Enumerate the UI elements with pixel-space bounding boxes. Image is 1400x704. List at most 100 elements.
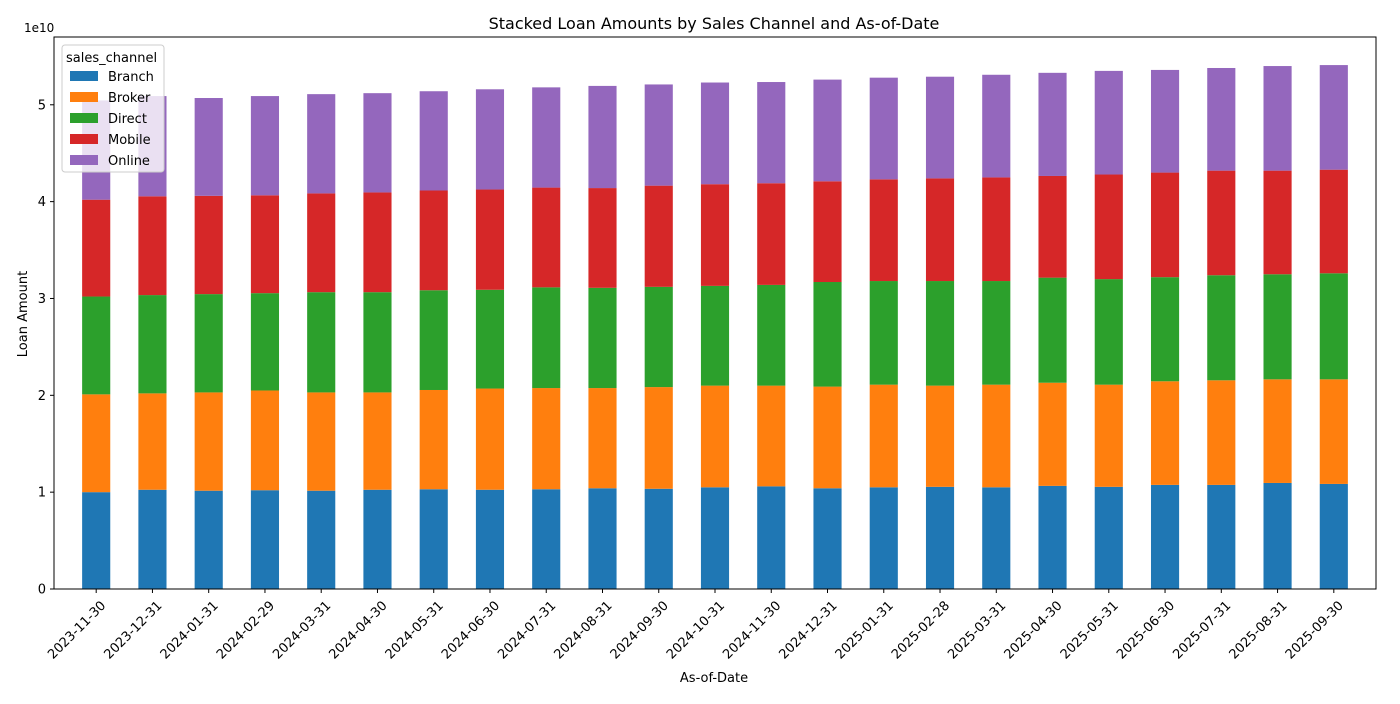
legend-label-direct: Direct [108, 112, 147, 127]
bar-segment-direct [1207, 275, 1236, 381]
legend-swatch-direct [70, 113, 98, 123]
bar-segment-mobile [419, 190, 448, 291]
bar-segment-branch [1263, 482, 1292, 589]
y-scale-label: 1e10 [24, 21, 54, 35]
bar-segment-branch [475, 489, 505, 589]
bar-segment-online [194, 98, 223, 196]
x-axis-label: As-of-Date [680, 671, 748, 686]
x-tick-label: 2024-01-31 [158, 598, 222, 662]
bar-segment-mobile [982, 177, 1011, 282]
bar-segment-direct [925, 281, 955, 386]
bar-segment-mobile [307, 193, 336, 293]
bar-segment-online [532, 87, 561, 188]
x-tick-label: 2025-04-30 [1002, 598, 1066, 662]
bar-segment-mobile [82, 199, 111, 297]
bar-segment-branch [700, 487, 730, 589]
bar-segment-mobile [644, 185, 673, 287]
bar-segment-broker [363, 392, 392, 490]
bar-segment-broker [419, 389, 448, 490]
y-tick-label: 2 [38, 389, 46, 404]
bar-segment-mobile [813, 181, 842, 283]
bar-segment-online [419, 91, 448, 191]
bar-segment-mobile [532, 187, 561, 288]
legend-label-online: Online [108, 154, 150, 169]
bar-segment-broker [307, 392, 336, 491]
x-tick-label: 2023-12-31 [101, 598, 165, 662]
bar-segment-online [757, 82, 786, 184]
y-tick-label: 0 [38, 583, 46, 598]
bar-segment-online [982, 74, 1011, 178]
x-tick-label: 2025-08-31 [1227, 598, 1291, 662]
x-tick-label: 2024-05-31 [383, 598, 447, 662]
legend: sales_channel Branch Broker Direct Mobile Onl… [61, 44, 165, 173]
bar-segment-branch [419, 489, 448, 589]
legend-title: sales_channel [66, 51, 157, 66]
legend-swatch-branch [70, 71, 98, 81]
bar-segment-mobile [1094, 174, 1123, 280]
bar-segment-broker [82, 394, 111, 493]
y-tick-label: 1 [38, 486, 46, 501]
bar-segment-direct [813, 282, 842, 387]
bar-segment-direct [1038, 277, 1067, 383]
x-tick-label: 2025-03-31 [945, 598, 1009, 662]
bar-segment-broker [1263, 379, 1292, 483]
x-tick-label: 2024-08-31 [552, 598, 616, 662]
legend-swatch-mobile [70, 134, 98, 144]
bar-segment-broker [588, 388, 617, 489]
bar-segment-broker [532, 388, 561, 490]
bar-segment-broker [1319, 379, 1348, 484]
bar-segment-direct [1319, 273, 1348, 380]
x-tick-label: 2025-06-30 [1114, 598, 1178, 662]
bar-segment-mobile [475, 189, 505, 290]
bar-segment-direct [194, 294, 223, 393]
bar-segment-online [1319, 65, 1348, 170]
bar-segment-online [700, 82, 730, 185]
bar-segment-mobile [250, 195, 280, 294]
bar-segment-branch [194, 490, 223, 589]
bar-segment-online [250, 96, 280, 196]
bar-segment-branch [363, 489, 392, 589]
bar-segment-broker [813, 386, 842, 489]
bar-segment-direct [363, 292, 392, 393]
x-tick-label: 2024-02-29 [214, 598, 278, 662]
bar-segment-broker [1038, 382, 1067, 486]
x-tick-label: 2025-02-28 [889, 598, 953, 662]
bar-segment-direct [1263, 274, 1292, 380]
bar-segment-mobile [869, 179, 898, 282]
bar-segment-online [588, 85, 617, 189]
bar-segment-mobile [138, 196, 167, 296]
bar-segment-branch [588, 488, 617, 589]
bar-segment-branch [813, 488, 842, 589]
bar-segment-online [813, 79, 842, 182]
bar-segment-mobile [363, 192, 392, 293]
bar-segment-broker [869, 384, 898, 488]
bar-segment-branch [532, 489, 561, 589]
x-tick-label: 2024-06-30 [439, 598, 503, 662]
bar-segment-branch [1094, 486, 1123, 589]
bar-segment-broker [194, 392, 223, 491]
bar-segment-mobile [588, 188, 617, 288]
legend-swatch-broker [70, 92, 98, 102]
bar-segment-direct [1150, 277, 1180, 382]
bar-segment-online [1150, 69, 1180, 173]
bar-segment-branch [982, 487, 1011, 589]
x-tick-label: 2024-03-31 [270, 598, 334, 662]
bar-segment-direct [475, 289, 505, 389]
legend-swatch-online [70, 155, 98, 165]
bar-segment-branch [1319, 483, 1348, 589]
legend-label-mobile: Mobile [108, 133, 151, 148]
legend-label-broker: Broker [108, 91, 151, 106]
bar-segment-branch [1150, 484, 1180, 589]
legend-label-branch: Branch [108, 70, 154, 85]
bar-segment-branch [82, 492, 111, 589]
bar-segment-broker [700, 385, 730, 488]
bar-segment-online [1207, 67, 1236, 171]
bar-segment-direct [82, 296, 111, 395]
bar-segment-mobile [757, 183, 786, 285]
bar-segment-online [925, 76, 955, 179]
bar-segment-direct [419, 290, 448, 390]
bar-segment-broker [138, 393, 167, 490]
bar-segment-online [475, 89, 505, 190]
